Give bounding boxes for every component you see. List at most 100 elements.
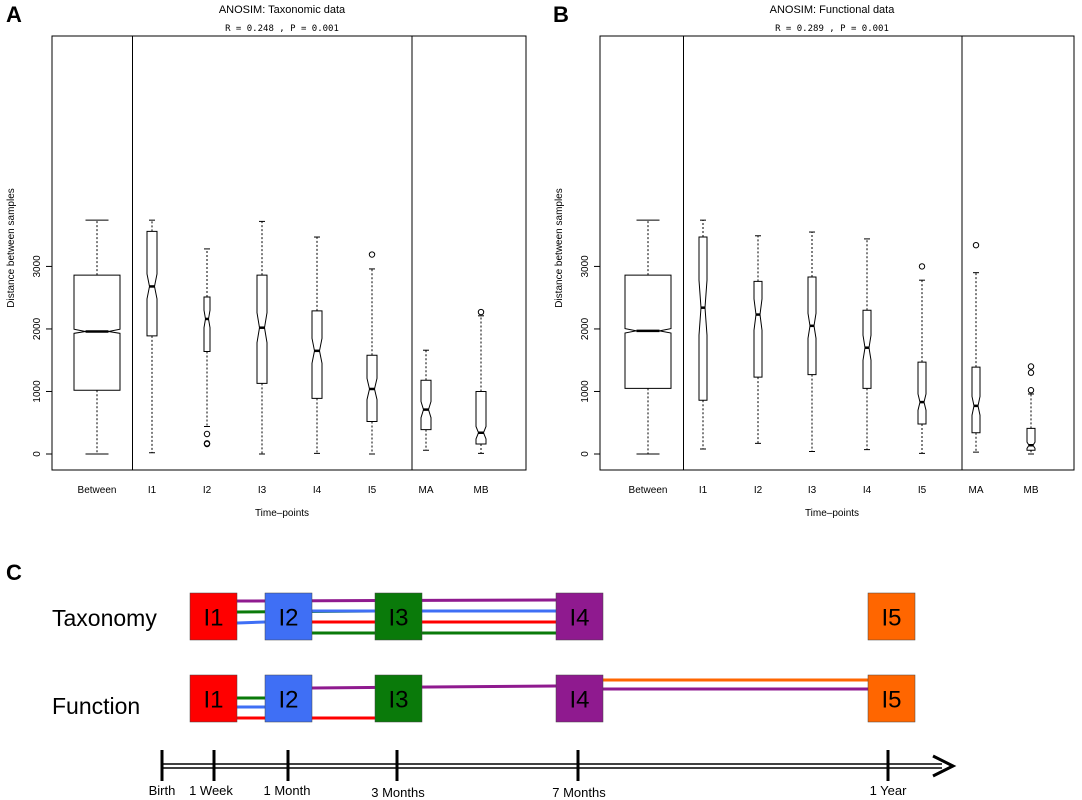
notched-box bbox=[917, 361, 927, 425]
timepoint-box-fill bbox=[189, 674, 238, 723]
panel-a-taxonomic: A ANOSIM: Taxonomic data R = 0.248 , P =… bbox=[6, 2, 527, 519]
outlier-point bbox=[918, 263, 926, 270]
panel-b-box-i3 bbox=[807, 231, 817, 452]
timepoint-box-fill bbox=[264, 674, 313, 723]
panel-b-x-tick-label: I4 bbox=[863, 485, 872, 496]
timepoint-box-fill bbox=[555, 592, 604, 641]
panel-b-x-tick-label: MB bbox=[1024, 485, 1039, 496]
panel-b-plot-frame bbox=[599, 35, 1075, 471]
outlier-point bbox=[972, 241, 980, 249]
panel-a-box-mb bbox=[475, 308, 487, 454]
timeline-row-function: Function I1 I2 I3 I4 I5 bbox=[52, 674, 916, 723]
panel-a-y-tick-label: 2000 bbox=[32, 317, 43, 340]
panel-a-stats: R = 0.248 , P = 0.001 bbox=[225, 24, 339, 34]
timepoint-box-fill bbox=[867, 592, 916, 641]
outlier-point bbox=[477, 308, 485, 316]
panel-b-x-tick-label: I3 bbox=[808, 485, 817, 496]
notched-box bbox=[256, 274, 268, 384]
timepoint-box-label: I3 bbox=[388, 687, 408, 714]
panel-a-x-axis-label: Time–points bbox=[255, 508, 309, 519]
timepoint-box-label: I4 bbox=[569, 687, 589, 714]
notched-box bbox=[753, 280, 763, 378]
panel-a-plot-frame bbox=[51, 35, 527, 471]
timeline-row-label: Taxonomy bbox=[52, 605, 157, 631]
notched-box bbox=[311, 310, 323, 399]
notched-box bbox=[971, 366, 981, 434]
timepoint-box-label: I5 bbox=[881, 687, 901, 714]
panel-a-x-tick-label: I2 bbox=[203, 485, 212, 496]
timepoint-box-fill bbox=[374, 674, 423, 723]
notched-box bbox=[146, 230, 158, 337]
notched-box bbox=[862, 309, 872, 389]
outlier-point bbox=[1027, 363, 1035, 370]
timepoint-box-label: I4 bbox=[569, 605, 589, 632]
panel-a-x-tick-label: MA bbox=[419, 485, 434, 496]
panel-b-y-tick-label: 3000 bbox=[580, 255, 591, 278]
panel-b-stats: R = 0.289 , P = 0.001 bbox=[775, 24, 889, 34]
panel-a-y-tick-label: 3000 bbox=[32, 255, 43, 278]
timepoint-box-i2: I2 bbox=[264, 674, 313, 723]
panel-b-y-tick-label: 0 bbox=[580, 451, 591, 457]
notched-box bbox=[203, 296, 211, 352]
timeline-tick-label: 3 Months bbox=[371, 785, 425, 800]
panel-a-box-i4 bbox=[311, 236, 323, 454]
timeline-tick-label: 1 Week bbox=[189, 783, 233, 798]
timepoint-box-label: I1 bbox=[203, 687, 223, 714]
panel-b-functional: B ANOSIM: Functional data R = 0.289 , P … bbox=[553, 2, 1075, 519]
timepoint-box-fill bbox=[189, 592, 238, 641]
panel-b-box-mb bbox=[1026, 363, 1036, 455]
panel-a-box-ma bbox=[420, 349, 432, 451]
panel-a-x-tick-label: Between bbox=[78, 485, 117, 496]
panel-letter-a: A bbox=[6, 2, 22, 27]
timepoint-box-i1: I1 bbox=[189, 592, 238, 641]
panel-b-x-axis-label: Time–points bbox=[805, 508, 859, 519]
timeline-tick-label: 7 Months bbox=[552, 785, 606, 800]
panel-a-x-tick-label: MB bbox=[474, 485, 489, 496]
panel-b-y-tick-label: 2000 bbox=[580, 317, 591, 340]
panel-b-title: ANOSIM: Functional data bbox=[770, 4, 896, 16]
timeline-link-i1-i2 bbox=[236, 620, 266, 625]
panel-b-x-tick-label: I5 bbox=[918, 485, 927, 496]
timeline-rows: Taxonomy I1 I2 I3 I4 I5 Function I1 I2 I3 I4 I5 bbox=[52, 592, 916, 723]
timepoint-box-fill bbox=[555, 674, 604, 723]
panel-b-box-between bbox=[624, 219, 672, 455]
panel-b-box-ma bbox=[971, 241, 981, 453]
timepoint-box-i3: I3 bbox=[374, 674, 423, 723]
timeline-link-i2-i4 bbox=[311, 684, 557, 690]
panel-b-box-i5 bbox=[917, 263, 927, 454]
timepoint-box-fill bbox=[264, 592, 313, 641]
panel-b-x-tick-label: I1 bbox=[699, 485, 708, 496]
timeline-tick-label: 1 Month bbox=[264, 783, 311, 798]
panel-a-box-between bbox=[73, 219, 121, 455]
timepoint-box-label: I2 bbox=[278, 605, 298, 632]
panel-letter-c: C bbox=[6, 560, 22, 585]
timepoint-box-i4: I4 bbox=[555, 592, 604, 641]
outlier-point bbox=[203, 440, 211, 448]
timepoint-box-i5: I5 bbox=[867, 674, 916, 723]
panel-letter-b: B bbox=[553, 2, 569, 27]
notched-box bbox=[420, 379, 432, 431]
panel-a-box-i5 bbox=[366, 251, 378, 455]
panel-a-x-tick-label: I1 bbox=[148, 485, 157, 496]
panel-a-box-i2 bbox=[203, 248, 211, 448]
outlier-point bbox=[203, 430, 211, 438]
timepoint-box-i2: I2 bbox=[264, 592, 313, 641]
panel-a-box-i3 bbox=[256, 220, 268, 455]
panel-b-y-tick-label: 1000 bbox=[580, 380, 591, 403]
notched-box bbox=[1026, 427, 1036, 451]
timepoint-box-fill bbox=[867, 674, 916, 723]
panel-a-boxplot: 0 1000 2000 3000 Between I1 I2 I3 I4 I5 MA MB bbox=[32, 35, 527, 496]
panel-b-box-i2 bbox=[753, 235, 763, 444]
panel-a-y-axis-label: Distance between samples bbox=[6, 188, 17, 308]
timeline-row-label: Function bbox=[52, 693, 140, 719]
timeline-axis: Birth 1 Week 1 Month 3 Months 7 Months 1 Year bbox=[149, 750, 957, 800]
panel-a-x-tick-label: I4 bbox=[313, 485, 322, 496]
panel-b-x-tick-label: MA bbox=[969, 485, 984, 496]
timepoint-box-label: I5 bbox=[881, 605, 901, 632]
panel-a-x-tick-label: I3 bbox=[258, 485, 267, 496]
panel-a-x-tick-label: I5 bbox=[368, 485, 377, 496]
outlier-point bbox=[1027, 369, 1035, 376]
timepoint-box-label: I1 bbox=[203, 605, 223, 632]
timepoint-box-i3: I3 bbox=[374, 592, 423, 641]
timeline-tick-label: Birth bbox=[149, 783, 176, 798]
